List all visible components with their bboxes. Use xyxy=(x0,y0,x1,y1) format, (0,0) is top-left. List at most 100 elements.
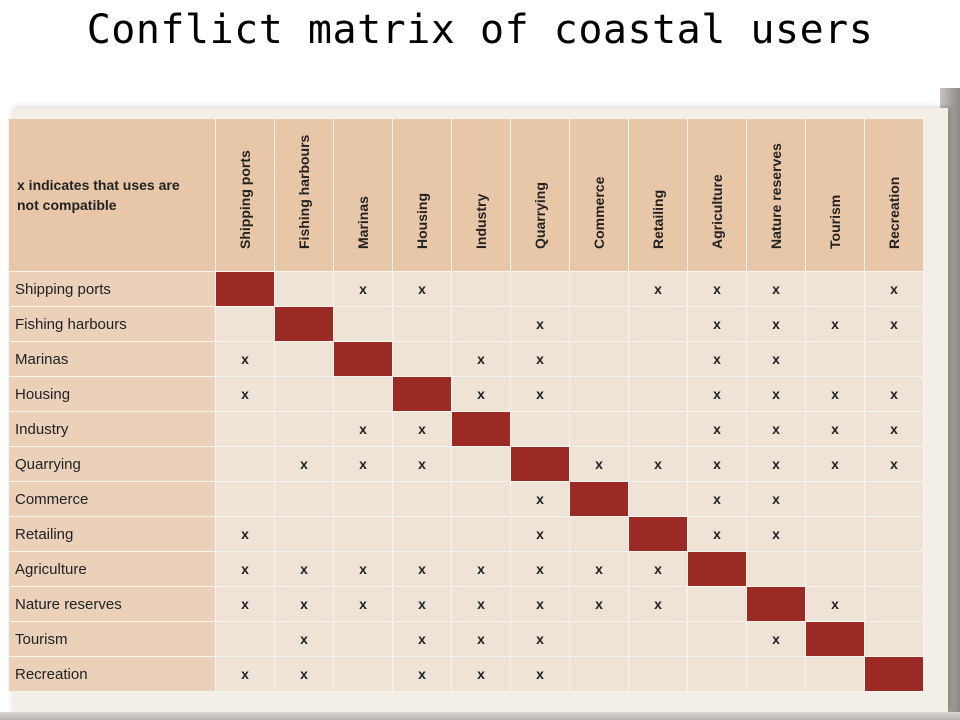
diagonal-cell xyxy=(215,271,275,307)
empty-cell xyxy=(215,481,275,517)
empty-cell xyxy=(628,656,688,692)
conflict-cell: x xyxy=(392,621,452,657)
row-header: Recreation xyxy=(8,656,216,692)
empty-cell xyxy=(333,656,393,692)
empty-cell xyxy=(215,411,275,447)
empty-cell xyxy=(687,656,747,692)
matrix-row: Marinas x x x x x xyxy=(8,341,924,377)
matrix-legend: x indicates that uses are not compatible xyxy=(17,177,180,213)
conflict-cell: x xyxy=(746,306,806,342)
empty-cell xyxy=(569,656,629,692)
conflict-cell: x xyxy=(333,446,393,482)
conflict-cell: x xyxy=(687,376,747,412)
diagonal-cell xyxy=(687,551,747,587)
conflict-cell: x xyxy=(274,656,334,692)
matrix-row: Tourism x x x x x xyxy=(8,621,924,657)
matrix-row: Industry x x x x x x xyxy=(8,411,924,447)
empty-cell xyxy=(628,341,688,377)
column-header: Quarrying xyxy=(510,118,570,272)
empty-cell xyxy=(687,621,747,657)
conflict-cell: x xyxy=(569,551,629,587)
conflict-matrix: x indicates that uses are not compatible… xyxy=(8,118,924,692)
empty-cell xyxy=(510,411,570,447)
conflict-cell: x xyxy=(392,656,452,692)
conflict-cell: x xyxy=(333,411,393,447)
matrix-row: Commerce x x x xyxy=(8,481,924,517)
conflict-cell: x xyxy=(333,586,393,622)
column-header: Tourism xyxy=(805,118,865,272)
conflict-cell: x xyxy=(510,306,570,342)
conflict-cell: x xyxy=(274,586,334,622)
conflict-cell: x xyxy=(687,481,747,517)
matrix-row: Shipping ports x x x x x x xyxy=(8,271,924,307)
column-header: Marinas xyxy=(333,118,393,272)
empty-cell xyxy=(569,411,629,447)
empty-cell xyxy=(274,481,334,517)
column-header: Shipping ports xyxy=(215,118,275,272)
empty-cell xyxy=(215,621,275,657)
conflict-cell: x xyxy=(510,551,570,587)
empty-cell xyxy=(392,306,452,342)
conflict-cell: x xyxy=(628,271,688,307)
matrix-row: Agriculture x x x x x x x x xyxy=(8,551,924,587)
column-header-label: Agriculture xyxy=(709,174,725,249)
column-header: Industry xyxy=(451,118,511,272)
conflict-cell: x xyxy=(746,411,806,447)
column-header: Retailing xyxy=(628,118,688,272)
conflict-cell: x xyxy=(746,376,806,412)
empty-cell xyxy=(569,271,629,307)
empty-cell xyxy=(628,411,688,447)
conflict-cell: x xyxy=(746,271,806,307)
column-header-label: Shipping ports xyxy=(237,150,253,249)
column-header: Nature reserves xyxy=(746,118,806,272)
conflict-cell: x xyxy=(687,446,747,482)
conflict-cell: x xyxy=(215,341,275,377)
conflict-cell: x xyxy=(569,586,629,622)
row-header: Industry xyxy=(8,411,216,447)
conflict-cell: x xyxy=(687,516,747,552)
empty-cell xyxy=(451,306,511,342)
conflict-cell: x xyxy=(451,656,511,692)
row-header: Commerce xyxy=(8,481,216,517)
conflict-cell: x xyxy=(628,446,688,482)
conflict-cell: x xyxy=(510,656,570,692)
empty-cell xyxy=(274,411,334,447)
empty-cell xyxy=(628,621,688,657)
empty-cell xyxy=(569,341,629,377)
column-header-label: Housing xyxy=(414,193,430,249)
page-bottom-edge xyxy=(0,712,960,720)
row-header: Housing xyxy=(8,376,216,412)
conflict-cell: x xyxy=(805,306,865,342)
column-header-label: Retailing xyxy=(650,189,666,249)
conflict-cell: x xyxy=(392,551,452,587)
conflict-cell: x xyxy=(746,446,806,482)
conflict-cell: x xyxy=(864,376,924,412)
empty-cell xyxy=(805,516,865,552)
row-header: Nature reserves xyxy=(8,586,216,622)
conflict-cell: x xyxy=(864,306,924,342)
conflict-cell: x xyxy=(451,376,511,412)
conflict-cell: x xyxy=(746,621,806,657)
matrix-row: Quarrying x x x x x x x x x xyxy=(8,446,924,482)
empty-cell xyxy=(569,516,629,552)
empty-cell xyxy=(569,306,629,342)
row-header: Shipping ports xyxy=(8,271,216,307)
conflict-cell: x xyxy=(510,481,570,517)
conflict-cell: x xyxy=(510,586,570,622)
conflict-cell: x xyxy=(333,271,393,307)
empty-cell xyxy=(451,516,511,552)
conflict-cell: x xyxy=(392,446,452,482)
column-header: Housing xyxy=(392,118,452,272)
diagonal-cell xyxy=(864,656,924,692)
conflict-cell: x xyxy=(746,516,806,552)
column-header-label: Fishing harbours xyxy=(296,134,312,249)
empty-cell xyxy=(510,271,570,307)
conflict-cell: x xyxy=(451,586,511,622)
empty-cell xyxy=(274,376,334,412)
empty-cell xyxy=(805,341,865,377)
empty-cell xyxy=(864,586,924,622)
conflict-cell: x xyxy=(274,621,334,657)
column-header-label: Quarrying xyxy=(532,182,548,249)
matrix-legend-cell: x indicates that uses are not compatible xyxy=(8,118,216,272)
diagonal-cell xyxy=(451,411,511,447)
